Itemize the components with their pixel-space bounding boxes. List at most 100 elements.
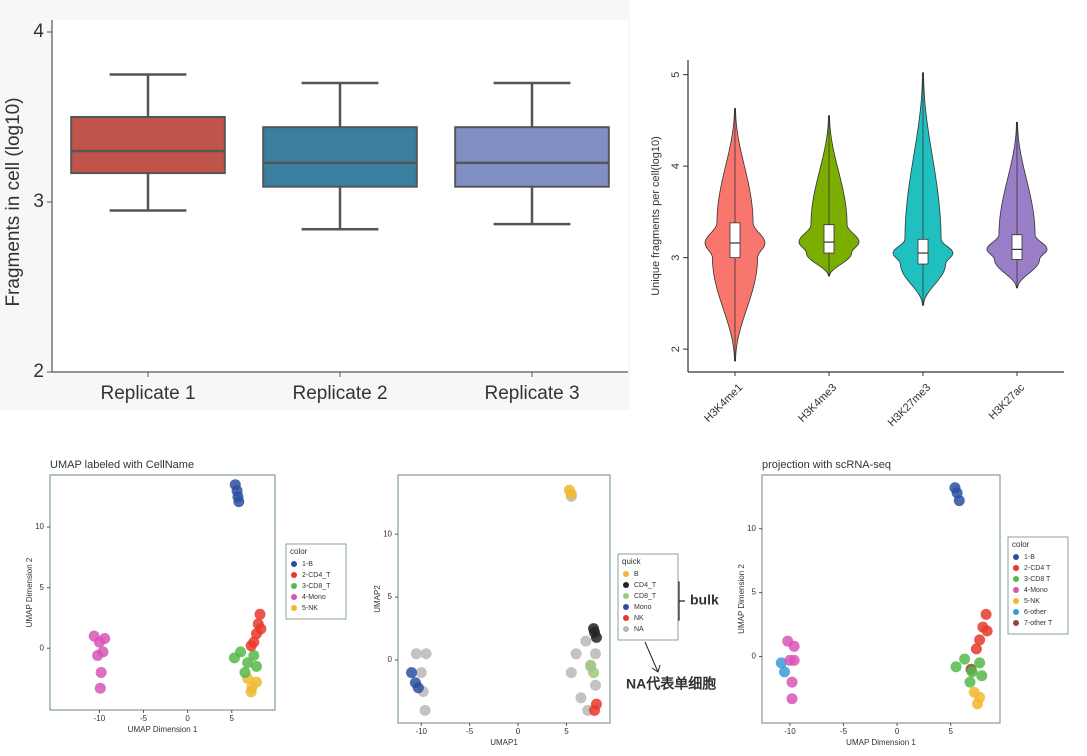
- point: [950, 661, 962, 673]
- point: [94, 682, 106, 694]
- point: [420, 648, 432, 660]
- point: [589, 626, 601, 638]
- y-tick-label: 10: [747, 524, 756, 533]
- x-tick-label: Replicate 2: [292, 383, 387, 404]
- legend-swatch: [291, 561, 297, 567]
- x-tick-label: 0: [185, 714, 190, 723]
- point: [580, 635, 592, 647]
- x-axis-label: UMAP1: [490, 738, 518, 747]
- legend-label: 3-CD8 T: [1024, 576, 1051, 583]
- legend-label: 3-CD8_T: [302, 583, 331, 590]
- x-tick-label: -5: [140, 714, 148, 723]
- legend-title: color: [290, 547, 308, 556]
- y-tick-label: 10: [383, 529, 392, 538]
- legend-swatch: [623, 571, 629, 577]
- x-tick-label: -10: [415, 727, 427, 736]
- legend-label: 1-B: [302, 561, 313, 568]
- point: [788, 654, 800, 666]
- legend-swatch: [1013, 598, 1019, 604]
- legend-label: 4-Mono: [302, 594, 326, 601]
- legend-label: 2-CD4_T: [302, 572, 331, 579]
- point: [235, 646, 247, 658]
- legend-label: CD4_T: [634, 582, 657, 589]
- legend-swatch: [1013, 554, 1019, 560]
- legend-swatch: [291, 583, 297, 589]
- point: [588, 667, 600, 679]
- y-tick-label: 3: [33, 191, 44, 212]
- point: [565, 488, 577, 500]
- x-tick-label: 5: [948, 727, 953, 736]
- point: [412, 682, 424, 694]
- point: [964, 676, 976, 688]
- legend-label: NK: [634, 615, 644, 622]
- legend-swatch: [623, 582, 629, 588]
- legend-swatch: [623, 615, 629, 621]
- legend-box: [1007, 536, 1069, 635]
- point: [245, 686, 257, 698]
- point: [250, 676, 262, 688]
- y-tick-label: 0: [40, 643, 45, 652]
- point: [565, 667, 577, 679]
- legend-label: 6-other: [1024, 609, 1047, 616]
- point: [976, 670, 988, 682]
- legend-label: 5-NK: [1024, 598, 1040, 605]
- y-tick-label: 2: [670, 346, 682, 352]
- box: [1011, 234, 1023, 260]
- legend-label: 7-other T: [1024, 620, 1053, 627]
- legend-swatch: [623, 593, 629, 599]
- legend-swatch: [291, 605, 297, 611]
- point: [589, 679, 601, 691]
- legend-swatch: [1013, 609, 1019, 615]
- x-tick-label: -10: [94, 714, 106, 723]
- legend-label: 5-NK: [302, 605, 318, 612]
- y-tick-label: 5: [752, 588, 757, 597]
- point: [974, 634, 986, 646]
- box: [823, 224, 835, 254]
- y-tick-label: 4: [670, 163, 682, 169]
- point: [95, 666, 107, 678]
- point: [239, 666, 251, 678]
- point: [248, 649, 260, 661]
- legend-title: quick: [622, 557, 642, 566]
- x-tick-label: 5: [230, 714, 235, 723]
- chart-title: projection with scRNA-seq: [762, 459, 891, 471]
- y-tick-label: 2: [33, 361, 44, 382]
- point: [966, 666, 978, 678]
- point: [419, 704, 431, 716]
- legend-label: 1-B: [1024, 554, 1035, 561]
- y-tick-label: 10: [35, 522, 44, 531]
- x-axis-label: UMAP Dimension 1: [846, 738, 916, 747]
- x-axis-label: UMAP Dimension 1: [128, 725, 198, 734]
- x-tick-label: 5: [564, 727, 569, 736]
- box: [917, 238, 929, 265]
- y-axis-label: Fragments in cell (log10): [3, 97, 24, 306]
- annotation: bulk: [690, 592, 719, 608]
- y-tick-label: 5: [670, 72, 682, 78]
- point: [786, 676, 798, 688]
- y-axis-label: UMAP2: [373, 585, 382, 613]
- box: [729, 222, 741, 259]
- y-tick-label: 5: [40, 583, 45, 592]
- legend-swatch: [291, 572, 297, 578]
- point: [779, 666, 791, 678]
- x-tick-label: -5: [840, 727, 848, 736]
- x-tick-label: -5: [466, 727, 474, 736]
- point: [242, 657, 254, 669]
- y-tick-label: 3: [670, 255, 682, 261]
- point: [974, 657, 986, 669]
- point: [250, 660, 262, 672]
- point: [953, 495, 965, 507]
- annotation: NA代表单细胞: [626, 676, 716, 692]
- legend-swatch: [1013, 587, 1019, 593]
- legend-label: 4-Mono: [1024, 587, 1048, 594]
- y-axis-label: Unique fragments per cell(log10): [650, 136, 662, 296]
- legend-label: B: [634, 571, 639, 578]
- x-tick-label: Replicate 3: [484, 383, 579, 404]
- legend-swatch: [1013, 620, 1019, 626]
- point: [575, 692, 587, 704]
- point: [255, 623, 267, 635]
- point: [959, 653, 971, 665]
- plot-frame: [397, 474, 611, 724]
- y-axis-label: UMAP Dimension 2: [737, 564, 746, 634]
- legend-swatch: [291, 594, 297, 600]
